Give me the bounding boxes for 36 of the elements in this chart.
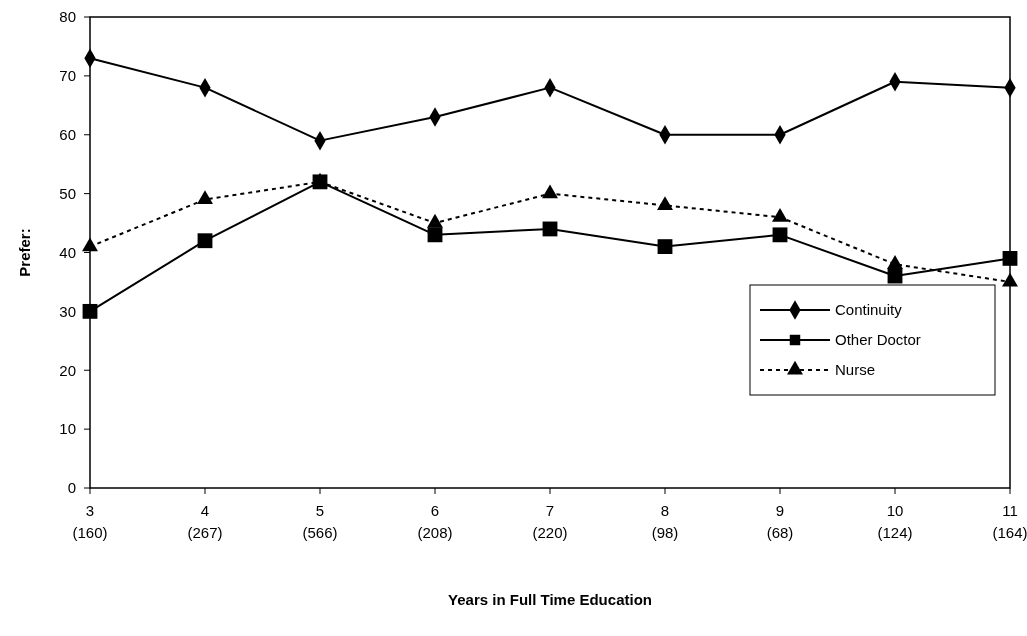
point bbox=[82, 237, 98, 252]
y-tick-label: 60 bbox=[59, 126, 76, 143]
x-tick-label: 9 (68) bbox=[766, 502, 794, 541]
x-axis-title: Years in Full Time Education bbox=[448, 591, 652, 608]
x-tick-label: 11 (164) bbox=[992, 502, 1027, 541]
point bbox=[427, 213, 443, 228]
legend-label: Nurse bbox=[835, 361, 876, 379]
point bbox=[1002, 272, 1018, 287]
y-tick-label: 80 bbox=[59, 8, 76, 26]
x-tick-label: 6 (208) bbox=[417, 502, 453, 541]
legend-label: Other Doctor bbox=[835, 331, 921, 349]
y-tick-label: 40 bbox=[59, 243, 76, 261]
x-tick-label: 4 (267) bbox=[187, 502, 223, 541]
point bbox=[197, 233, 213, 249]
point bbox=[887, 255, 903, 269]
point bbox=[772, 227, 788, 243]
point bbox=[197, 190, 213, 205]
y-tick-label: 0 bbox=[67, 479, 76, 497]
point bbox=[772, 207, 788, 222]
legend-label: Continuity bbox=[835, 301, 903, 319]
y-axis-title: Prefer: bbox=[16, 228, 33, 277]
x-tick-label: 10 (124) bbox=[877, 502, 913, 541]
point bbox=[82, 303, 98, 319]
point bbox=[542, 184, 558, 199]
x-tick-label: 7 (220) bbox=[532, 502, 568, 541]
x-tick-label: 8 (98) bbox=[651, 502, 679, 541]
y-tick-label: 30 bbox=[59, 302, 76, 320]
x-tick-label: 3 (160) bbox=[72, 502, 108, 541]
y-tick-label: 70 bbox=[59, 67, 76, 85]
y-tick-label: 10 bbox=[59, 420, 76, 438]
point bbox=[1002, 250, 1018, 266]
y-tick-label: 20 bbox=[59, 361, 76, 379]
x-tick-label: 5 (566) bbox=[302, 502, 338, 541]
y-tick-label: 50 bbox=[59, 184, 76, 202]
point bbox=[657, 196, 673, 210]
point bbox=[657, 239, 673, 255]
